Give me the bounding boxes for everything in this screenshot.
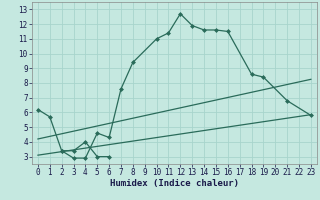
X-axis label: Humidex (Indice chaleur): Humidex (Indice chaleur) xyxy=(110,179,239,188)
